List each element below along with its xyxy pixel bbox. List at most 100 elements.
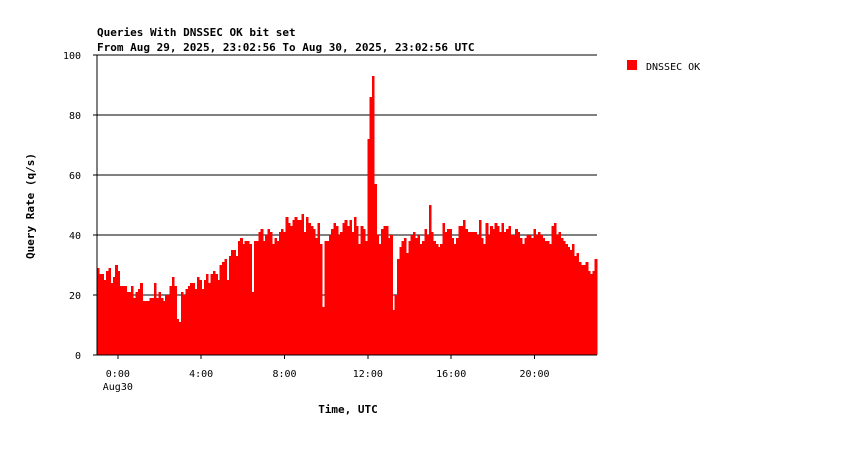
bar xyxy=(360,226,364,355)
bar xyxy=(474,232,477,355)
bar xyxy=(158,292,161,355)
bar xyxy=(235,256,239,355)
bar xyxy=(112,277,116,355)
bar xyxy=(247,241,250,355)
y-tick-label: 60 xyxy=(69,171,81,182)
bar xyxy=(542,238,546,355)
bar xyxy=(160,298,164,355)
bar xyxy=(412,232,416,355)
bar xyxy=(390,235,393,355)
bar xyxy=(378,244,382,355)
bar xyxy=(212,271,216,355)
bar xyxy=(444,232,448,355)
bar xyxy=(181,292,184,355)
bar xyxy=(367,139,371,355)
bar xyxy=(335,226,339,355)
bar xyxy=(135,292,139,355)
x-tick-label: 8:00 xyxy=(272,369,296,380)
bar xyxy=(583,265,586,355)
bar xyxy=(460,226,464,355)
bar xyxy=(487,235,491,355)
bar xyxy=(283,232,286,355)
bar xyxy=(151,298,155,355)
bar xyxy=(476,235,480,355)
bar xyxy=(408,241,411,355)
bar xyxy=(551,226,555,355)
bar xyxy=(219,265,223,355)
bar xyxy=(442,223,446,355)
bar xyxy=(467,232,471,355)
bar xyxy=(419,244,423,355)
y-tick-label: 80 xyxy=(69,111,81,122)
bar xyxy=(540,235,543,355)
bar xyxy=(149,298,152,355)
bar xyxy=(447,229,450,355)
bar xyxy=(203,280,207,355)
bar xyxy=(328,235,332,355)
bar xyxy=(522,244,525,355)
bar xyxy=(490,226,493,355)
bar xyxy=(506,229,509,355)
bar xyxy=(197,277,200,355)
bar xyxy=(162,301,166,355)
bars xyxy=(97,76,598,355)
legend-swatch xyxy=(627,60,637,70)
bar xyxy=(351,232,355,355)
bar xyxy=(308,223,311,355)
bar xyxy=(110,283,114,355)
bar xyxy=(242,244,246,355)
bar xyxy=(101,274,105,355)
bar xyxy=(581,265,584,355)
bar xyxy=(128,292,132,355)
bar xyxy=(569,250,573,355)
bar xyxy=(431,232,434,355)
bar xyxy=(376,235,380,355)
bar xyxy=(469,232,473,355)
bar xyxy=(147,301,150,355)
bar xyxy=(485,223,489,355)
bar xyxy=(208,283,211,355)
bar xyxy=(108,268,111,355)
bar xyxy=(449,229,452,355)
bar xyxy=(342,223,346,355)
bar xyxy=(226,280,230,355)
y-tick-labels: 0 20 40 60 80 100 xyxy=(63,51,97,362)
bar xyxy=(237,241,241,355)
bar xyxy=(533,229,536,355)
bar xyxy=(362,229,366,355)
bar xyxy=(553,223,557,355)
bar xyxy=(244,241,248,355)
bar xyxy=(478,220,482,355)
bar xyxy=(578,262,582,355)
bar xyxy=(424,229,427,355)
bar xyxy=(278,232,282,355)
bar xyxy=(192,283,196,355)
bar xyxy=(224,259,227,355)
y-tick-label: 100 xyxy=(63,51,81,62)
bar xyxy=(97,268,100,355)
bar xyxy=(503,232,507,355)
bar xyxy=(365,241,368,355)
bar xyxy=(299,220,302,355)
bar xyxy=(544,241,548,355)
bar xyxy=(258,232,261,355)
bar xyxy=(556,235,559,355)
bar xyxy=(592,271,596,355)
bar xyxy=(142,301,146,355)
bar xyxy=(392,310,396,355)
bar xyxy=(131,286,134,355)
bar xyxy=(410,235,414,355)
bar xyxy=(451,238,455,355)
bar xyxy=(369,97,373,355)
chart-subtitle: From Aug 29, 2025, 23:02:56 To Aug 30, 2… xyxy=(97,41,475,54)
bar xyxy=(492,229,496,355)
bar xyxy=(233,250,236,355)
bar xyxy=(294,217,298,355)
bar xyxy=(144,301,148,355)
bar xyxy=(397,259,400,355)
bar xyxy=(312,229,316,355)
axes xyxy=(96,55,597,356)
bar xyxy=(574,256,577,355)
bar xyxy=(387,238,391,355)
